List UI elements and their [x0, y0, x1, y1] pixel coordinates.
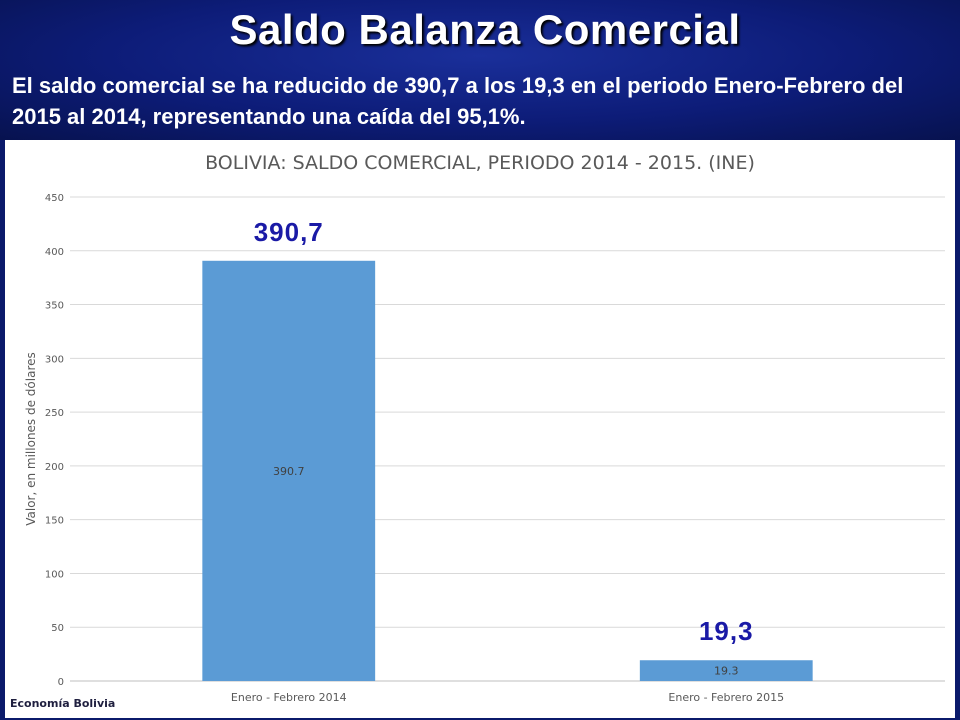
y-tick-label: 100	[45, 569, 64, 580]
y-tick-label: 0	[58, 677, 64, 688]
bar	[202, 260, 376, 681]
y-tick-label: 150	[45, 516, 64, 527]
x-category-label: Enero - Febrero 2014	[231, 691, 347, 704]
value-callout: 19,3	[699, 616, 754, 646]
y-tick-label: 300	[45, 354, 64, 365]
page-subtitle: El saldo comercial se ha reducido de 390…	[12, 73, 904, 129]
bar-data-label: 19.3	[714, 665, 739, 678]
y-tick-label: 250	[45, 408, 64, 419]
y-tick-label: 350	[45, 301, 64, 312]
y-tick-label: 200	[45, 462, 64, 473]
y-tick-label: 450	[45, 193, 64, 204]
y-tick-label: 50	[51, 623, 64, 634]
chart-title: BOLIVIA: SALDO COMERCIAL, PERIODO 2014 -…	[205, 152, 755, 174]
bar-data-label: 390.7	[273, 465, 305, 478]
source-label: Economía Bolivia	[10, 697, 116, 710]
header-banner: Saldo Balanza Comercial El saldo comerci…	[0, 0, 960, 140]
chart-panel	[5, 140, 955, 718]
value-callout: 390,7	[254, 217, 324, 247]
bar	[639, 660, 813, 681]
x-category-label: Enero - Febrero 2015	[668, 691, 784, 704]
y-axis-label: Valor, en millones de dólares	[24, 352, 38, 526]
y-tick-label: 400	[45, 247, 64, 258]
page-title: Saldo Balanza Comercial	[229, 6, 741, 53]
